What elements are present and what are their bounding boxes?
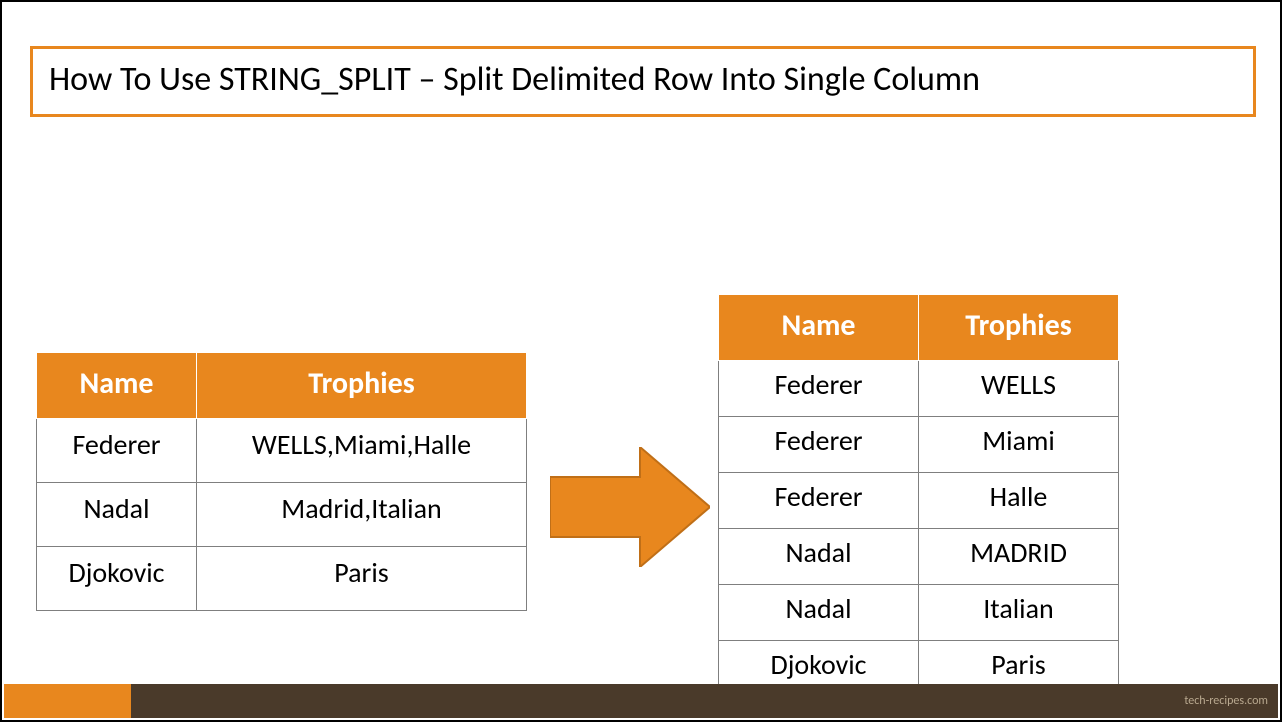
footer-bar: tech-recipes.com [4,684,1278,718]
table-row: Djokovic Paris [37,547,527,611]
cell-name: Federer [37,419,197,483]
content-area: Name Trophies Federer WELLS,Miami,Halle … [2,142,1280,680]
arrow-icon [550,447,710,567]
output-table: Name Trophies Federer WELLS Federer Miam… [718,294,1119,697]
page-title: How To Use STRING_SPLIT – Split Delimite… [49,59,980,100]
cell-name: Federer [719,473,919,529]
table-row: Nadal Madrid,Italian [37,483,527,547]
col-header-trophies: Trophies [197,353,527,419]
footer-accent [4,684,131,718]
table-row: Nadal MADRID [719,529,1119,585]
cell-name: Federer [719,361,919,417]
cell-trophies: Miami [919,417,1119,473]
cell-trophies: MADRID [919,529,1119,585]
cell-name: Djokovic [37,547,197,611]
cell-trophies: WELLS [919,361,1119,417]
cell-name: Nadal [719,529,919,585]
input-table: Name Trophies Federer WELLS,Miami,Halle … [36,352,527,611]
footer-credit: tech-recipes.com [1184,694,1268,708]
table-row: Federer Miami [719,417,1119,473]
table-row: Nadal Italian [719,585,1119,641]
table-row: Federer Halle [719,473,1119,529]
col-header-name: Name [37,353,197,419]
arrow-shape [550,447,710,567]
cell-trophies: Madrid,Italian [197,483,527,547]
col-header-name: Name [719,295,919,361]
col-header-trophies: Trophies [919,295,1119,361]
cell-trophies: WELLS,Miami,Halle [197,419,527,483]
cell-trophies: Italian [919,585,1119,641]
slide-frame: How To Use STRING_SPLIT – Split Delimite… [0,0,1282,722]
cell-name: Nadal [37,483,197,547]
cell-name: Nadal [719,585,919,641]
footer-main: tech-recipes.com [131,684,1278,718]
table-row: Federer WELLS [719,361,1119,417]
cell-trophies: Paris [197,547,527,611]
cell-name: Federer [719,417,919,473]
table-header-row: Name Trophies [37,353,527,419]
cell-trophies: Halle [919,473,1119,529]
table-row: Federer WELLS,Miami,Halle [37,419,527,483]
table-header-row: Name Trophies [719,295,1119,361]
title-box: How To Use STRING_SPLIT – Split Delimite… [30,46,1256,117]
